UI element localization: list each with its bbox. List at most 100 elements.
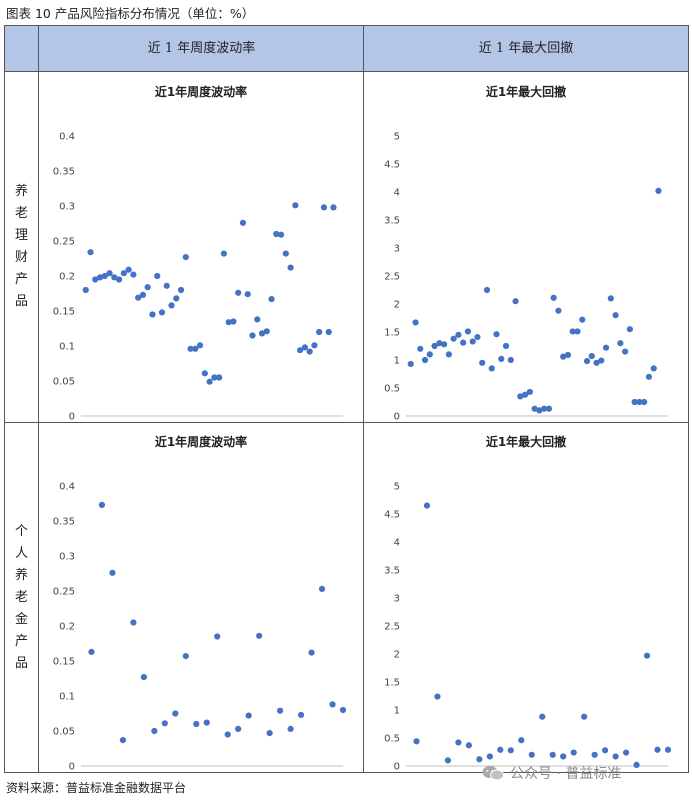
data-point bbox=[518, 737, 525, 744]
data-point bbox=[479, 359, 486, 366]
data-point bbox=[318, 585, 326, 592]
data-point bbox=[650, 365, 657, 372]
y-tick-label: 5 bbox=[394, 482, 400, 493]
row-label-char: 品 bbox=[14, 294, 28, 309]
data-point bbox=[329, 701, 336, 708]
row-label-char: 产 bbox=[14, 634, 28, 649]
data-point bbox=[297, 711, 305, 718]
y-tick-label: 0.05 bbox=[53, 727, 75, 738]
y-tick-label: 0.3 bbox=[59, 552, 75, 563]
data-point bbox=[287, 264, 294, 271]
y-tick-label: 2.5 bbox=[384, 622, 400, 633]
y-tick-label: 0 bbox=[69, 762, 75, 773]
data-point bbox=[664, 746, 672, 753]
data-point bbox=[182, 653, 189, 660]
data-point bbox=[493, 331, 500, 338]
data-point bbox=[263, 328, 270, 335]
data-point bbox=[224, 731, 231, 738]
y-tick-label: 4.5 bbox=[384, 160, 400, 171]
data-point bbox=[130, 619, 137, 626]
data-point bbox=[488, 365, 495, 372]
data-point bbox=[622, 749, 630, 756]
data-point bbox=[531, 405, 538, 412]
figure-title: 图表 10 产品风险指标分布情况（单位：%） bbox=[6, 6, 255, 21]
data-point bbox=[235, 725, 242, 732]
data-point bbox=[163, 282, 170, 289]
data-point bbox=[581, 713, 588, 720]
data-point bbox=[521, 391, 529, 398]
data-point bbox=[517, 393, 524, 400]
y-tick-label: 1.5 bbox=[384, 678, 400, 689]
data-point bbox=[645, 373, 653, 380]
data-point bbox=[325, 328, 332, 336]
data-point bbox=[109, 569, 116, 576]
y-tick-label: 0.25 bbox=[53, 587, 75, 598]
data-point bbox=[598, 357, 605, 364]
header-drawdown: 近 1 年最大回撤 bbox=[364, 26, 688, 72]
data-point bbox=[201, 370, 208, 377]
data-point bbox=[633, 761, 640, 768]
data-point bbox=[87, 249, 94, 256]
scatter-plot-svg: 近1年周度波动率00.050.10.150.20.250.30.350.4010… bbox=[53, 84, 343, 423]
data-point bbox=[421, 356, 429, 364]
data-point bbox=[256, 632, 263, 639]
divider-horizontal bbox=[5, 422, 688, 423]
data-point bbox=[330, 204, 337, 211]
data-point bbox=[254, 316, 261, 323]
y-tick-label: 0.4 bbox=[59, 482, 75, 493]
data-point bbox=[593, 359, 600, 366]
data-point bbox=[507, 747, 514, 754]
data-point bbox=[139, 291, 147, 298]
data-point bbox=[106, 270, 113, 277]
header-blank-cell bbox=[5, 26, 39, 72]
y-tick-label: 1.5 bbox=[384, 328, 400, 339]
data-point bbox=[273, 230, 280, 238]
data-point bbox=[444, 757, 452, 764]
y-tick-label: 2.5 bbox=[384, 272, 400, 283]
data-point bbox=[92, 276, 99, 283]
data-point bbox=[268, 296, 275, 303]
data-point bbox=[177, 286, 185, 294]
data-point bbox=[287, 725, 294, 732]
data-point bbox=[426, 351, 433, 358]
wechat-icon bbox=[482, 766, 504, 781]
data-point bbox=[258, 330, 266, 337]
y-tick-label: 5 bbox=[394, 132, 400, 143]
data-point bbox=[192, 345, 199, 352]
data-point bbox=[193, 720, 200, 728]
data-point bbox=[583, 358, 591, 365]
data-point bbox=[643, 652, 651, 659]
data-point bbox=[88, 648, 95, 655]
data-point bbox=[460, 339, 467, 346]
data-point bbox=[570, 749, 577, 756]
y-tick-label: 0 bbox=[69, 412, 75, 423]
y-tick-label: 1 bbox=[394, 356, 400, 367]
data-point bbox=[465, 742, 472, 749]
data-point bbox=[476, 756, 483, 763]
row-label-char: 老 bbox=[14, 590, 28, 605]
data-point bbox=[172, 710, 179, 717]
data-point bbox=[154, 272, 161, 280]
y-tick-label: 3 bbox=[394, 594, 400, 605]
scatter-plot-svg: 近1年周度波动率00.050.10.150.20.250.30.350.4051… bbox=[53, 434, 347, 773]
data-point bbox=[182, 254, 189, 261]
y-tick-label: 0.1 bbox=[59, 342, 75, 353]
data-point bbox=[569, 328, 576, 335]
data-point bbox=[545, 405, 553, 412]
data-point bbox=[497, 746, 504, 753]
data-point bbox=[502, 342, 510, 350]
data-point bbox=[631, 398, 638, 406]
data-point bbox=[441, 341, 448, 348]
y-tick-label: 0.3 bbox=[59, 202, 75, 213]
data-point bbox=[144, 284, 151, 291]
divider-vertical bbox=[38, 26, 39, 772]
data-point bbox=[306, 348, 313, 355]
data-point bbox=[96, 274, 104, 281]
data-point bbox=[483, 286, 491, 294]
data-point bbox=[434, 693, 441, 700]
data-point bbox=[158, 309, 166, 316]
chart-grid-table: 近 1 年周度波动率 近 1 年最大回撤 养 老 理 财 产 品 个 人 养 老… bbox=[4, 25, 689, 773]
data-point bbox=[464, 328, 472, 335]
data-point bbox=[249, 332, 256, 339]
y-tick-label: 0.35 bbox=[53, 517, 75, 528]
